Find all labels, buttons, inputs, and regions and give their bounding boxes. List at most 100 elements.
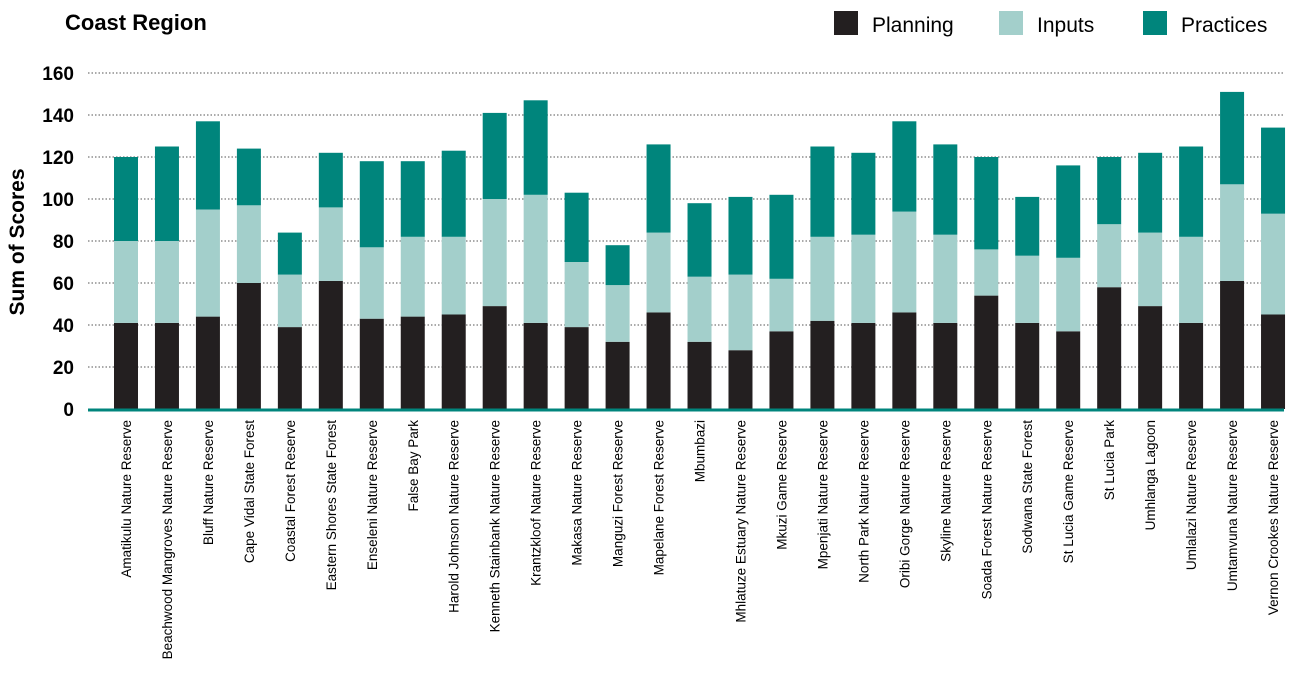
bar-inputs — [482, 199, 507, 307]
bar-inputs — [1097, 224, 1122, 288]
bar-inputs — [1261, 213, 1286, 315]
y-tick-label: 100 — [42, 190, 74, 211]
bar-inputs — [441, 236, 466, 315]
legend-label-practices: Practices — [1181, 14, 1267, 37]
bar-practices — [1138, 152, 1163, 233]
bar-planning — [114, 322, 138, 409]
bar-planning — [523, 322, 548, 409]
y-tick-label: 120 — [42, 148, 74, 169]
bar-planning — [441, 314, 466, 409]
bar-inputs — [974, 249, 999, 296]
x-tick-label: Umhlanga Lagoon — [1143, 420, 1158, 530]
bar-practices — [892, 121, 917, 212]
x-tick-label: Mapelane Forest Reserve — [652, 420, 667, 575]
bar-practices — [1261, 127, 1286, 214]
bar-practices — [605, 245, 630, 286]
x-tick-label: Oribi Gorge Nature Reserve — [897, 420, 912, 588]
bar-planning — [1138, 306, 1163, 409]
bar-inputs — [359, 247, 384, 319]
x-tick-label: Bluff Nature Reserve — [201, 420, 216, 545]
bar-practices — [277, 232, 302, 275]
x-tick-label: False Bay Park — [406, 420, 421, 512]
x-tick-label: Krantzkloof Nature Reserve — [529, 420, 544, 586]
bar-planning — [687, 341, 712, 409]
bar-practices — [400, 161, 425, 237]
bar-practices — [974, 157, 999, 250]
bar-practices — [933, 144, 958, 235]
bar-planning — [1261, 314, 1286, 409]
bar-inputs — [646, 232, 671, 313]
bar-practices — [1220, 91, 1245, 185]
bar-inputs — [318, 207, 343, 281]
bar-practices — [154, 146, 179, 241]
chart-title: Coast Region — [65, 10, 207, 35]
bar-planning — [1056, 331, 1081, 409]
x-tick-label: Kenneth Stainbank Nature Reserve — [488, 420, 503, 632]
x-tick-label: Eastern Shores State Forest — [324, 420, 339, 591]
bar-practices — [359, 161, 384, 248]
y-tick-label: 20 — [53, 358, 74, 379]
bar-planning — [851, 322, 876, 409]
x-tick-label: Harold Johnson Nature Reserve — [447, 420, 462, 613]
bar-practices — [728, 196, 753, 275]
bar-practices — [851, 152, 876, 235]
x-tick-label: St Lucia Park — [1102, 420, 1117, 501]
bar-planning — [728, 350, 753, 409]
bars — [114, 91, 1286, 409]
bar-inputs — [810, 236, 835, 321]
y-tick-label: 0 — [63, 400, 74, 421]
legend-label-planning: Planning — [872, 14, 954, 37]
bar-planning — [236, 283, 261, 409]
y-tick-label: 80 — [53, 232, 74, 253]
bar-planning — [482, 306, 507, 409]
x-tick-label: Umtamvuna Nature Reserve — [1225, 420, 1240, 591]
x-tick-label: Umlalazi Nature Reserve — [1184, 420, 1199, 570]
bar-practices — [195, 121, 220, 210]
y-axis-ticks: 0 20 40 60 80 100 120 140 160 — [42, 64, 74, 421]
bar-planning — [1179, 322, 1204, 409]
x-tick-label: Mhlatuze Estuary Nature Reserve — [733, 420, 748, 623]
x-tick-label: Mbumbazi — [693, 420, 708, 482]
bar-planning — [400, 316, 425, 409]
x-tick-label: Coastal Forest Reserve — [283, 420, 298, 562]
legend-swatch-planning — [834, 11, 858, 35]
bar-practices — [1097, 157, 1122, 225]
bar-planning — [810, 320, 835, 409]
bar-planning — [277, 327, 302, 409]
bar-planning — [564, 327, 589, 409]
bar-inputs — [892, 211, 917, 313]
bar-inputs — [933, 234, 958, 323]
bar-planning — [318, 280, 343, 409]
y-tick-label: 140 — [42, 106, 74, 127]
bar-inputs — [154, 241, 179, 323]
bar-inputs — [687, 276, 712, 342]
bar-inputs — [1138, 232, 1163, 307]
bar-planning — [933, 322, 958, 409]
y-axis-label: Sum of Scores — [6, 168, 29, 315]
bar-inputs — [1220, 184, 1245, 281]
bar-practices — [564, 192, 589, 262]
bar-practices — [810, 146, 835, 237]
bar-planning — [646, 312, 671, 409]
bar-planning — [769, 331, 794, 409]
bar-practices — [687, 203, 712, 277]
bar-practices — [1015, 196, 1040, 256]
y-tick-label: 60 — [53, 274, 74, 295]
bar-inputs — [236, 205, 261, 283]
x-tick-label: Mkuzi Game Reserve — [774, 420, 789, 550]
bar-planning — [195, 316, 220, 409]
bar-practices — [1179, 146, 1204, 237]
bar-inputs — [769, 278, 794, 332]
legend-swatch-practices — [1143, 11, 1167, 35]
bar-planning — [605, 341, 630, 409]
bar-inputs — [851, 234, 876, 323]
legend: Planning Inputs Practices — [834, 11, 1267, 37]
bar-practices — [236, 148, 261, 206]
bar-inputs — [1179, 236, 1204, 323]
bar-inputs — [1015, 255, 1040, 323]
bar-practices — [1056, 165, 1081, 258]
bar-planning — [359, 318, 384, 409]
x-tick-label: Vernon Crookes Nature Reserve — [1266, 420, 1281, 615]
legend-label-inputs: Inputs — [1037, 14, 1094, 37]
bar-inputs — [523, 194, 548, 323]
